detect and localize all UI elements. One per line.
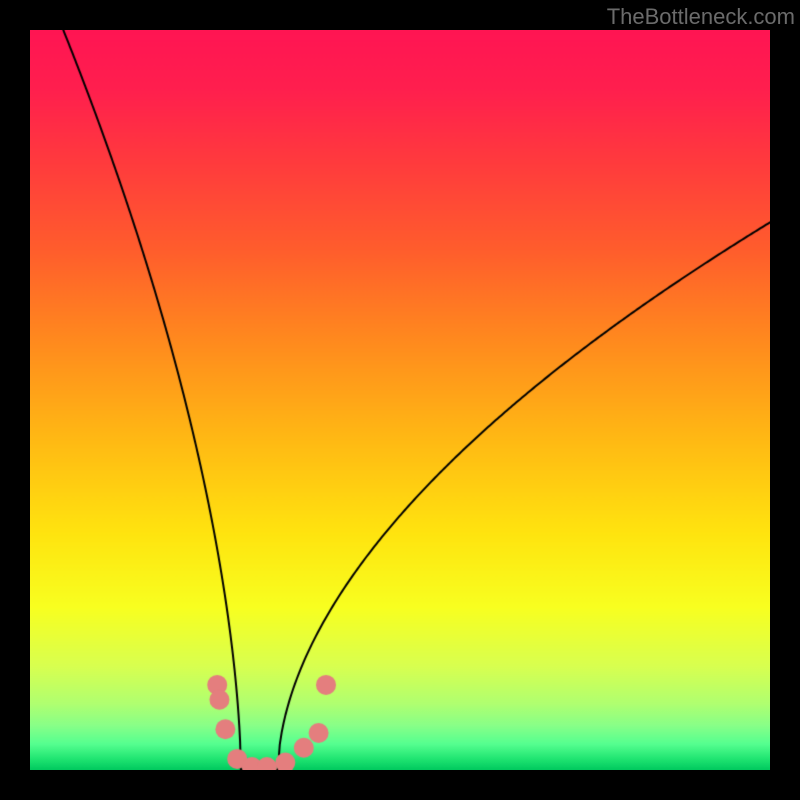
- figure-root: TheBottleneck.com: [0, 0, 800, 800]
- bottleneck-chart: [30, 30, 770, 770]
- watermark-text: TheBottleneck.com: [607, 4, 795, 30]
